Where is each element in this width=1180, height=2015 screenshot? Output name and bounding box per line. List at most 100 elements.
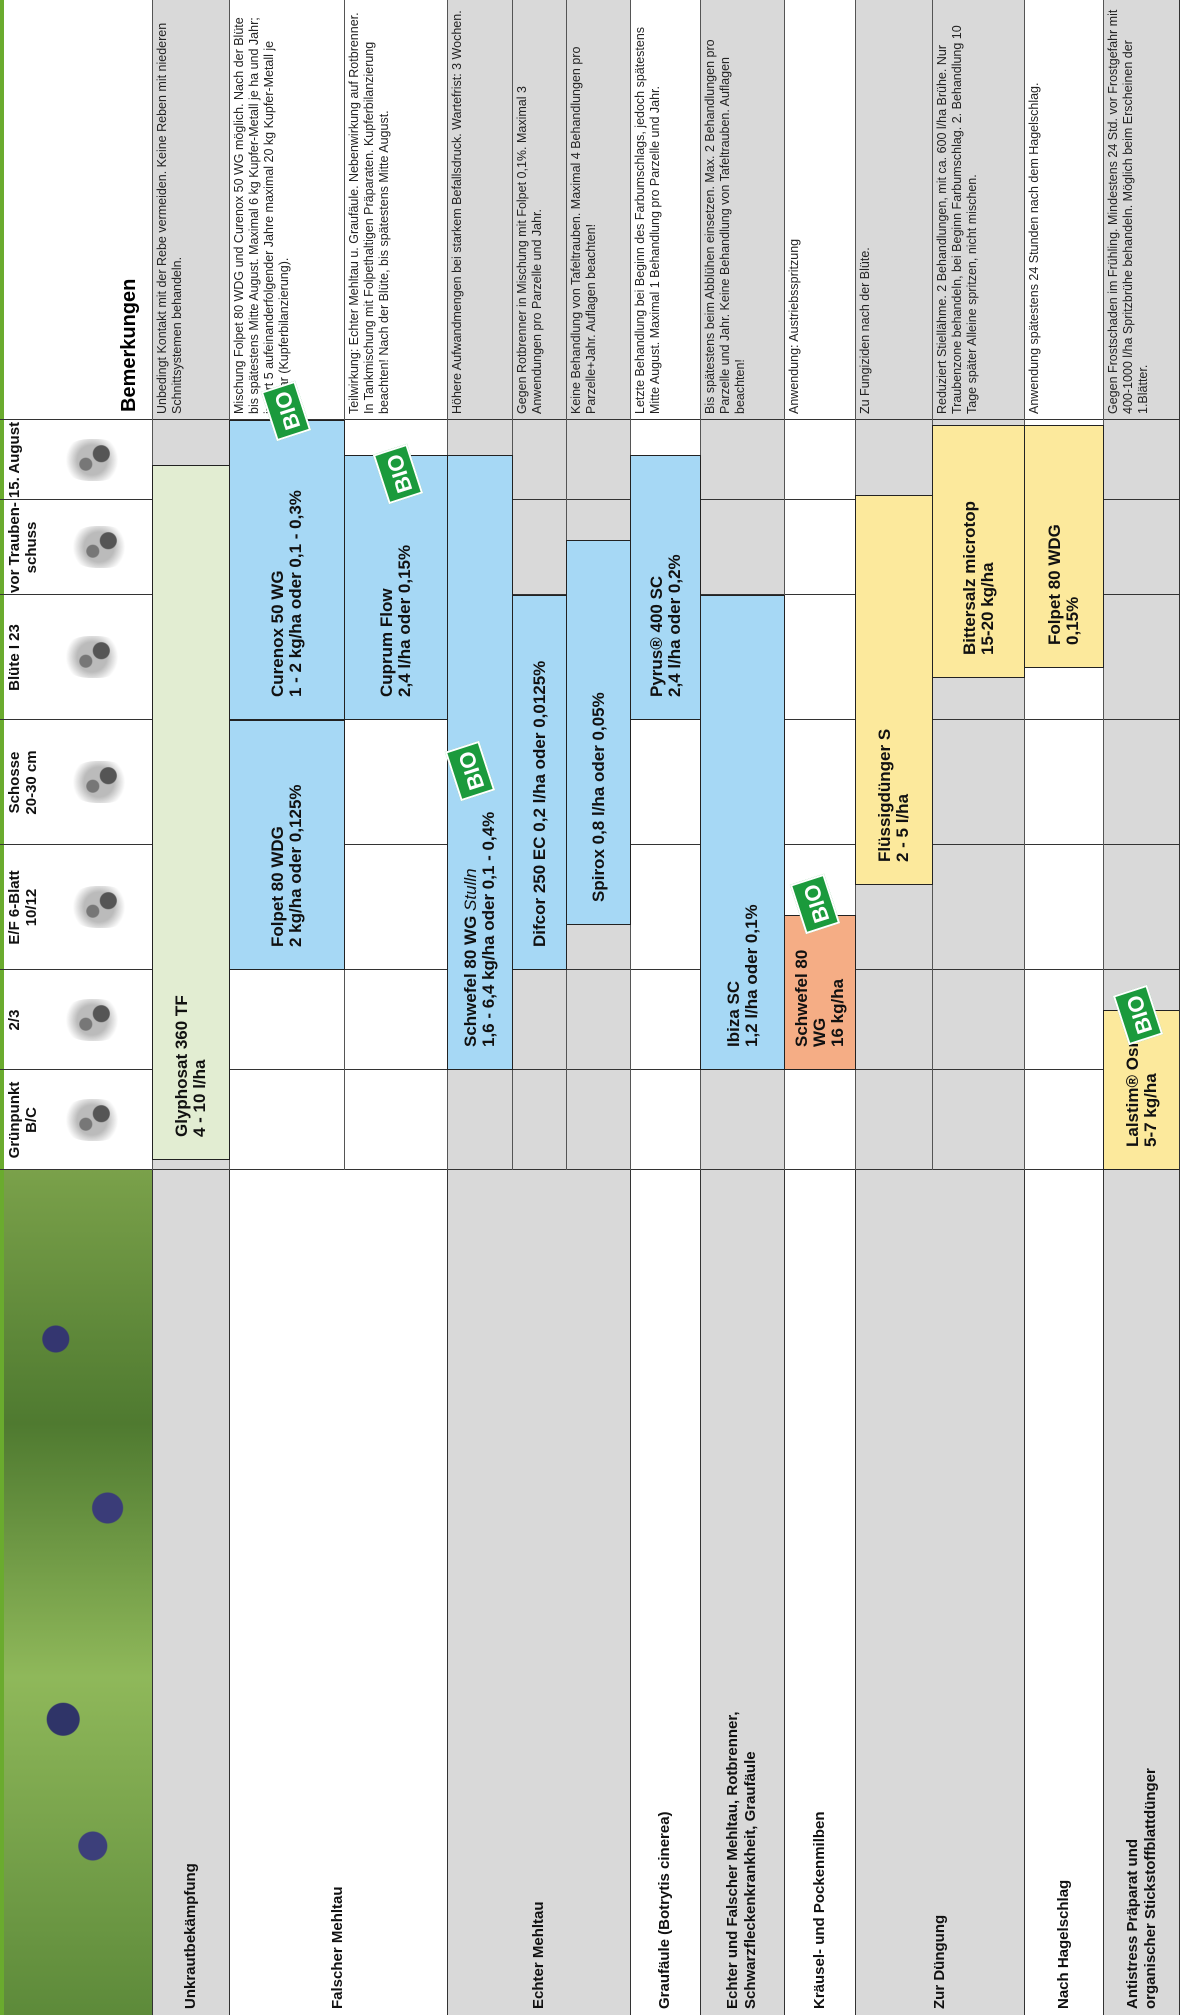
product-bar: Ibiza SC 1,2 l/ha oder 0,1% <box>700 595 785 1070</box>
product-bar: Schwefel 80 WG 16 kg/ha <box>784 915 856 1070</box>
product-bar: Pyrus® 400 SC 2,4 l/ha oder 0,2% <box>630 455 701 720</box>
row-label: Kräusel- und Pockenmilben <box>784 1170 855 2015</box>
label-line: Falscher Mehltau <box>329 1886 346 2009</box>
stage-icon <box>61 636 123 679</box>
product-name: Flüssigdünger S <box>875 496 894 862</box>
product-name-text: Folpet 80 WDG <box>1045 524 1064 645</box>
remark: Gegen Frostschaden im Frühling. Mindeste… <box>1106 9 1150 414</box>
row-label: Echter Mehltau <box>447 1170 630 2015</box>
product-name: Pyrus® 400 SC <box>646 456 666 697</box>
label-line: Kräusel- und Pockenmilben <box>810 1811 828 2009</box>
stage-header: Schosse 20-30 cm <box>6 720 152 845</box>
stage-line: schuss <box>23 521 40 574</box>
remark: Letzte Behandlung bei Beginn des Farbums… <box>633 26 662 414</box>
product-name-text: Folpet 80 WDG <box>268 826 287 947</box>
remarks-title: Bemerkungen <box>118 278 140 412</box>
stage-header: Blüte I 23 <box>6 595 152 720</box>
stage-icon <box>61 439 123 481</box>
product-name-text: Ibiza SC <box>723 980 743 1047</box>
row-label: Graufäule (Botrytis cinerea) <box>630 1170 700 2015</box>
product-bar: Folpet 80 WDG 2 kg/ha oder 0,125% <box>229 720 345 970</box>
remark: Keine Behandlung von Tafeltrauben. Maxim… <box>569 46 598 414</box>
product-name: Difcor 250 EC 0,2 l/ha oder 0,0125% <box>529 596 549 947</box>
product-name-text: Schwefel 80 WG <box>792 949 829 1047</box>
remark: Anwendung spätestens 24 Stunden nach dem… <box>1027 82 1041 414</box>
label-line: Echter Mehltau <box>529 1901 547 2009</box>
label-line: Echter und Falscher Mehltau, Rotbrenner, <box>724 1711 741 2009</box>
product-bar: Glyphosat 360 TF 4 - 10 l/ha <box>152 465 230 1160</box>
stage-label: E/F 6-Blatt 10/12 <box>6 845 40 970</box>
product-name-text: Difcor 250 EC 0,2 l/ha oder 0,0125% <box>529 660 549 947</box>
product-dose: 2 - 5 l/ha <box>893 793 912 862</box>
product-dose: 0,15% <box>1063 596 1082 645</box>
product-name-text: Curenox 50 WG <box>268 570 287 697</box>
remark: Unbedingt Kontakt mit der Rebe vermeiden… <box>155 22 184 414</box>
product-name: Bittersalz microtop <box>959 426 979 655</box>
row-label: Zur Düngung <box>855 1170 1024 2015</box>
product-name-text: Flüssigdünger S <box>875 728 894 862</box>
stage-icon <box>68 886 130 929</box>
product-dose: 1 - 2 kg/ha oder 0,1 - 0,3% <box>286 490 305 697</box>
product-bar: Curenox 50 WG 1 - 2 kg/ha oder 0,1 - 0,3% <box>229 420 345 720</box>
stage-icon <box>68 761 130 804</box>
row-label: Echter und Falscher Mehltau, Rotbrenner,… <box>700 1170 784 2015</box>
stage-header: Grünpunkt B/C <box>6 1070 152 1170</box>
product-name: Folpet 80 WDG <box>1045 426 1064 645</box>
product-name: Ibiza SC <box>723 596 743 1047</box>
stage-header: 2/3 <box>6 970 152 1070</box>
product-bar: Bittersalz microtop 15-20 kg/ha <box>932 425 1025 678</box>
product-name: Glyphosat 360 TF <box>172 466 191 1137</box>
product-dose: 4 - 10 l/ha <box>190 1059 209 1137</box>
product-bar: Spirox 0,8 l/ha oder 0,05% <box>566 540 631 925</box>
product-dose: 16 kg/ha <box>828 978 847 1047</box>
stage-icon <box>68 526 130 569</box>
stage-header: E/F 6-Blatt 10/12 <box>6 845 152 970</box>
product-dose: 15-20 kg/ha <box>977 562 997 655</box>
stage-label: Blüte I 23 <box>6 595 23 720</box>
photo <box>0 1170 152 2015</box>
product-name-text: Cuprum Flow <box>377 588 396 697</box>
row-label: Nach Hagelschlag <box>1024 1170 1103 2015</box>
remark: Höhere Aufwandmengen bei starkem Befalls… <box>450 10 464 414</box>
label-line: Unkrautbekämpfung <box>181 1863 199 2009</box>
product-name-text: Pyrus® 400 SC <box>646 575 666 697</box>
stage-label: Grünpunkt B/C <box>6 1070 40 1170</box>
label-line: Graufäule (Botrytis cinerea) <box>656 1811 673 2009</box>
product-bar: Folpet 80 WDG 0,15% <box>1024 425 1104 668</box>
remark: Mischung Folpet 80 WDG und Curenox 50 WG… <box>232 17 291 414</box>
stage-icon <box>61 999 123 1041</box>
label-line: organischer Stickstoffblattdünger <box>1141 1768 1159 2009</box>
product-name-text: Bittersalz microtop <box>959 501 979 655</box>
remark: Gegen Rotbrenner in Mischung mit Folpet … <box>515 86 544 414</box>
label-line: Zur Düngung <box>930 1914 948 2009</box>
stage-line: Grünpunkt B/C <box>6 1081 40 1159</box>
row-label: Unkrautbekämpfung <box>152 1170 229 2015</box>
stage-line: 20-30 cm <box>23 750 40 815</box>
stage-line: Blüte I 23 <box>6 624 23 691</box>
product-dose: 2,4 l/ha oder 0,2% <box>664 554 684 697</box>
remark: Teilwirkung: Echter Mehltau u. Graufäule… <box>347 12 391 414</box>
remark: Bis spätestens beim Abblühen einsetzen. … <box>703 39 747 414</box>
product-name-text: Spirox 0,8 l/ha oder 0,05% <box>588 692 608 902</box>
stage-header: 15. August <box>6 420 152 500</box>
label-line: Antistress Präparat und <box>1123 1838 1141 2009</box>
remark: Reduziert Stiellähme. 2 Behandlungen, mi… <box>935 25 979 414</box>
row-label: Antistress Präparat und organischer Stick… <box>1103 1170 1180 2015</box>
product-name: Curenox 50 WG <box>268 421 287 697</box>
stage-label: 15. August <box>6 420 23 500</box>
product-name: Spirox 0,8 l/ha oder 0,05% <box>588 541 608 902</box>
product-name-text: Schwefel 80 WG <box>461 915 480 1047</box>
remark: Zu Fungiziden nach der Blüte. <box>858 247 872 414</box>
remark: Anwendung: Austriebsspritzung <box>787 238 801 414</box>
label-line: Schwarzfleckenkrankheit, Graufäule <box>742 1751 759 2009</box>
stage-line: 15. August <box>6 421 23 499</box>
product-dose: 2 kg/ha oder 0,125% <box>286 784 305 947</box>
stage-line: Schosse <box>6 751 23 814</box>
stage-line: vor Trauben- <box>6 502 23 593</box>
product-dose: 1,2 l/ha oder 0,1% <box>741 904 761 1047</box>
stage-line: 2/3 <box>6 1009 23 1031</box>
product-bar: Difcor 250 EC 0,2 l/ha oder 0,0125% <box>512 595 567 970</box>
product-name: Folpet 80 WDG <box>268 721 287 947</box>
